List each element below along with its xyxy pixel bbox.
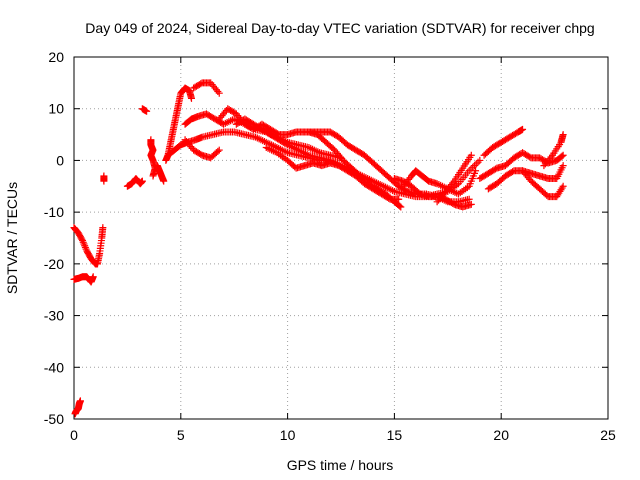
data-point (397, 203, 405, 211)
data-point (138, 177, 146, 185)
data-point (78, 235, 86, 243)
data-point (99, 224, 107, 232)
series-track-h (153, 162, 168, 185)
data-point (187, 94, 195, 102)
series-track-l (190, 79, 223, 97)
series-track-g (147, 136, 159, 180)
series-track-n (215, 105, 473, 206)
series-track-y (540, 131, 567, 170)
y-tick-label: -50 (44, 411, 64, 427)
x-tick-label: 20 (493, 427, 509, 443)
y-ticks: -50 -40 -30 -20 -10 0 10 20 (44, 49, 608, 427)
data-point (559, 131, 567, 139)
series-track-s (390, 175, 475, 211)
data-point (82, 245, 90, 253)
data-point (467, 200, 475, 208)
y-tick-label: -30 (44, 308, 64, 324)
data-point (395, 195, 403, 203)
series-track-c (71, 397, 84, 418)
data-point (559, 162, 567, 170)
y-axis-label: SDTVAR / TECUs (4, 182, 20, 294)
data-point (214, 147, 222, 155)
data-point (100, 177, 108, 185)
data-point (472, 160, 480, 168)
data-point (214, 87, 222, 95)
plot-frame (73, 56, 609, 420)
x-tick-label: 0 (70, 427, 78, 443)
y-tick-label: 10 (48, 101, 64, 117)
series-track-e (123, 175, 146, 190)
data-point (476, 156, 484, 164)
series-track-v (484, 162, 567, 193)
grid (74, 57, 608, 419)
series-track-d (100, 172, 108, 185)
x-tick-label: 5 (177, 427, 185, 443)
series-track-t (433, 151, 475, 206)
data-point (282, 140, 290, 148)
data-point (547, 153, 555, 161)
x-tick-label: 15 (387, 427, 403, 443)
series-track-i (162, 84, 195, 164)
data-point (467, 151, 475, 159)
data-point (160, 177, 168, 185)
data-point (559, 151, 567, 159)
series-track-m (181, 136, 223, 162)
data-point (81, 242, 89, 250)
series-track-a (70, 224, 107, 268)
y-tick-label: -10 (44, 204, 64, 220)
series-track-f (138, 105, 151, 115)
y-tick-label: 20 (48, 49, 64, 65)
y-tick-label: 0 (56, 152, 64, 168)
data-point (471, 162, 478, 170)
x-ticks: 0 5 10 15 20 25 (70, 57, 616, 443)
y-tick-label: -20 (44, 256, 64, 272)
data-point (81, 243, 89, 251)
y-tick-label: -40 (44, 359, 64, 375)
data-point (465, 195, 473, 203)
x-tick-label: 10 (280, 427, 296, 443)
chart-title: Day 049 of 2024, Sidereal Day-to-day VTE… (85, 20, 594, 36)
data-point (519, 125, 527, 133)
data-point (558, 152, 566, 160)
series-track-x (519, 167, 567, 201)
series-track-u (476, 149, 567, 183)
data-point (79, 238, 87, 246)
series-track-b (70, 273, 97, 286)
data-point (474, 158, 482, 166)
data-points (70, 79, 567, 418)
data-point (79, 237, 87, 245)
data-point (143, 107, 151, 115)
series-track-w (480, 125, 527, 159)
data-point (396, 202, 404, 210)
data-point (472, 167, 480, 175)
data-point (80, 240, 88, 248)
data-point (89, 273, 97, 281)
data-point (215, 89, 223, 97)
data-point (558, 184, 566, 192)
series-track-q (305, 128, 405, 211)
x-tick-label: 25 (600, 427, 616, 443)
data-point (449, 179, 457, 187)
data-point (76, 397, 84, 405)
data-point (559, 182, 567, 190)
data-point (467, 165, 475, 173)
data-point (149, 172, 157, 180)
data-point (215, 146, 223, 154)
x-axis-label: GPS time / hours (287, 457, 394, 473)
